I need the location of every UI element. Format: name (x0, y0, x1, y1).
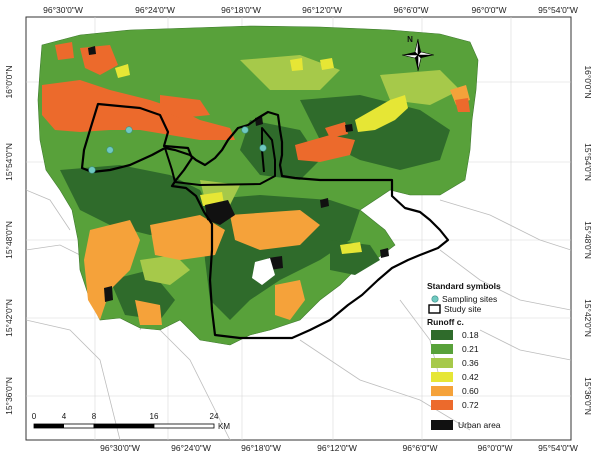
right-tick-label: 16°0'0"N (583, 65, 593, 98)
top-tick-label: 96°18'0"W (221, 5, 261, 15)
legend-class-label: 0.42 (462, 372, 479, 382)
top-tick-label: 96°0'0"W (472, 5, 507, 15)
scale-tick-label: 8 (92, 412, 97, 421)
sampling-sites (88, 126, 267, 174)
legend-runoff-title: Runoff c. (427, 317, 464, 327)
study-site-outline (80, 102, 450, 340)
scale-tick-label: 16 (150, 412, 159, 421)
sampling-site (88, 166, 96, 174)
bottom-tick-label: 96°24'0"W (171, 443, 211, 453)
bottom-tick-label: 96°6'0"W (403, 443, 438, 453)
legend-swatch (431, 386, 453, 396)
bottom-tick-label: 96°30'0"W (100, 443, 140, 453)
legend-swatch (431, 358, 453, 368)
legend-sampling-swatch (431, 295, 439, 303)
left-tick-label: 15°36'0"N (4, 377, 14, 415)
sampling-site (125, 126, 133, 134)
scale-tick-label: 0 (32, 412, 37, 421)
scale-tick-label: 4 (62, 412, 67, 421)
tick-labels: 96°30'0"W 96°24'0"W 96°18'0"W 96°12'0"W … (4, 5, 593, 453)
legend-class-label: 0.36 (462, 358, 479, 368)
bottom-tick-label: 96°18'0"W (241, 443, 281, 453)
sampling-site (106, 146, 114, 154)
runoff-042-patches (115, 58, 408, 254)
right-tick-label: 15°54'0"N (583, 143, 593, 181)
legend: Standard symbols Sampling sites Study si… (427, 281, 501, 430)
bottom-tick-label: 96°12'0"W (317, 443, 357, 453)
north-arrow-icon: N (401, 35, 435, 72)
top-tick-label: 96°12'0"W (302, 5, 342, 15)
bottom-tick-label: 96°0'0"W (478, 443, 513, 453)
top-tick-label: 96°30'0"W (43, 5, 83, 15)
urban-areas (88, 46, 389, 302)
legend-standard-title: Standard symbols (427, 281, 501, 291)
top-tick-label: 96°24'0"W (135, 5, 175, 15)
excluded-area (252, 258, 275, 285)
legend-class-label: 0.60 (462, 386, 479, 396)
top-tick-label: 95°54'0"W (538, 5, 578, 15)
scale-bar: 0 4 8 16 24 KM (32, 412, 231, 431)
legend-swatch (431, 344, 453, 354)
top-tick-label: 96°6'0"W (394, 5, 429, 15)
legend-class-label: 0.18 (462, 330, 479, 340)
legend-urban-label: Urban area (458, 420, 501, 430)
legend-sampling-label: Sampling sites (442, 294, 497, 304)
scale-tick-label: 24 (210, 412, 219, 421)
legend-swatch (431, 372, 453, 382)
legend-class-label: 0.72 (462, 400, 479, 410)
legend-swatch (431, 330, 453, 340)
left-tick-label: 16°0'0"N (4, 65, 14, 98)
left-tick-label: 15°42'0"N (4, 299, 14, 337)
right-tick-label: 15°36'0"N (583, 377, 593, 415)
scale-unit: KM (218, 422, 230, 431)
right-tick-label: 15°48'0"N (583, 221, 593, 259)
sampling-site (241, 126, 249, 134)
subbasin-divider (164, 127, 276, 186)
legend-study-label: Study site (444, 304, 482, 314)
legend-swatch (431, 400, 453, 410)
north-arrow-label: N (407, 35, 413, 44)
left-tick-label: 15°48'0"N (4, 221, 14, 259)
bottom-tick-label: 95°54'0"W (538, 443, 578, 453)
sampling-site (259, 144, 267, 152)
legend-urban-swatch (431, 420, 453, 430)
runoff-060-patches (84, 85, 470, 325)
right-tick-label: 15°42'0"N (583, 299, 593, 337)
runoff-072-patches (42, 42, 470, 162)
legend-study-swatch (428, 304, 441, 314)
legend-class-label: 0.21 (462, 344, 479, 354)
left-tick-label: 15°54'0"N (4, 143, 14, 181)
